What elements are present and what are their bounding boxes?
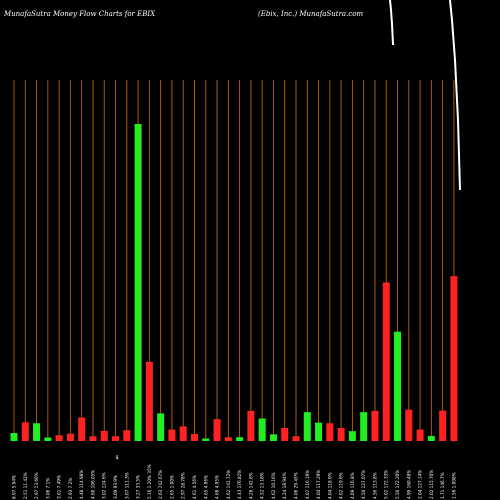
x-tick-label: 1.71 146.7% (440, 472, 445, 499)
x-tick-label: 3.01 7.49% (57, 475, 62, 499)
x-tick-label: 3.09 93.9% (113, 475, 118, 499)
x-tick-label: 4.43 176.82% (237, 470, 242, 499)
x-tick-label: 5.50 172.20% (395, 470, 400, 499)
x-tick-label: 4.06 29.45% (294, 472, 299, 499)
bar-33 (371, 410, 379, 441)
bar-23 (258, 418, 266, 441)
bar-37 (416, 429, 424, 441)
x-tick-label: 4.02 119.6% (339, 472, 344, 499)
bar-14 (157, 413, 165, 441)
bar-19 (213, 419, 221, 441)
bar-29 (326, 423, 334, 441)
x-tick-label: 2.02 115.70% (429, 470, 434, 499)
x-tick-label: 4.62 141.72% (226, 470, 231, 499)
bar-18 (202, 438, 210, 441)
x-tick-label: 4.04 118.9% (327, 472, 332, 499)
bar-1 (10, 433, 18, 441)
bar-6 (66, 433, 74, 441)
x-tick-label: 2.63 742.67% (158, 470, 163, 499)
bar-36 (405, 409, 413, 441)
x-tick-label: 3.07 111.3% (124, 472, 129, 499)
x-tick-label: 4.24 18.94% (282, 472, 287, 499)
bar-28 (315, 422, 323, 441)
x-tick-labels: $8.97 5.94% 2.51 11.42% 2.97 13.66% 3.06 7.… (12, 455, 457, 499)
bar-34 (382, 282, 390, 441)
bar-27 (303, 412, 311, 441)
x-tick-label: 2.97 28.78% (181, 472, 186, 499)
x-tick-label: 4.09 116.8% (350, 472, 355, 499)
bar-26 (292, 436, 300, 441)
x-tick-label: 4.28 142.6% (248, 472, 253, 499)
x-tick-label: 3.02 124.6% (102, 472, 107, 499)
money-line-segment-1 (389, 0, 394, 45)
x-tick-label: 2.97 13.66% (34, 472, 39, 499)
x-tick-label: 5.02 172.33% (384, 470, 389, 499)
bar-10 (112, 436, 120, 441)
x-tick-label: 4.04 117.29% (316, 470, 321, 499)
x-tick-label: 4.60 106.05% (90, 470, 95, 499)
bar-24 (269, 434, 277, 441)
x-tick-label: 3.27 33.5% (136, 475, 141, 499)
bar-39 (439, 410, 447, 441)
bar-25 (281, 428, 289, 441)
x-tick-label: 3.06 7.1% (45, 478, 50, 499)
bar-4 (44, 437, 52, 441)
bar-9 (100, 430, 108, 441)
x-tick-label: 1.56 1.008% (451, 472, 456, 499)
tick-mark: $ (116, 455, 119, 461)
x-tick-label: 2.51 11.42% (23, 472, 28, 499)
chart-title-right: (Ebix, Inc.) MunafaSutra.com (258, 10, 364, 18)
bar-15 (168, 429, 176, 441)
bar-16 (179, 426, 187, 441)
bar-13 (145, 361, 153, 441)
x-tick-label: 2.93 7.2% (68, 478, 73, 499)
bar-21 (236, 437, 244, 441)
bar-31 (348, 431, 356, 441)
bar-35 (394, 331, 402, 441)
x-tick-label: 4.56 113.8% (372, 472, 377, 499)
bar-30 (337, 428, 345, 441)
x-tick-label: 4.50 127.07% (361, 470, 366, 499)
x-tick-label: 4.99 160.48% (406, 470, 411, 499)
x-tick-label: 5.16 1.20% 35% (147, 464, 152, 499)
x-tick-label: 4.52 13.18% (260, 472, 265, 499)
bar-40 (450, 276, 458, 441)
bar-17 (190, 434, 198, 441)
x-tick-label: 8.97 5.94% (12, 475, 17, 499)
bar-32 (360, 412, 368, 441)
x-tick-label: 4.61 4.56% (192, 475, 197, 499)
bar-11 (123, 430, 131, 441)
bar-7 (78, 417, 86, 441)
bar-3 (33, 423, 41, 441)
money-line-segment-2 (449, 0, 461, 191)
bar-38 (427, 435, 435, 441)
x-tick-label: 2.65 1.00% (169, 475, 174, 499)
bar-2 (21, 422, 29, 441)
x-tick-label: 4.62 10.16% (271, 472, 276, 499)
bar-12 (134, 124, 142, 441)
bar-5 (55, 435, 63, 441)
bar-8 (89, 436, 97, 441)
chart-title-left: MunafaSutra Money Flow Charts for EBIX (4, 10, 156, 18)
x-tick-label: 4.65 4.96% (203, 475, 208, 499)
x-tick-label: 4.68 4.95% (215, 475, 220, 499)
money-flow-line (389, 0, 461, 191)
money-flow-bars (10, 124, 458, 441)
bar-22 (247, 410, 255, 441)
x-tick-label: 4.07 116.19% (305, 470, 310, 499)
bar-20 (224, 437, 232, 441)
x-tick-label: 4.48 114.98% (79, 470, 84, 499)
x-tick-label: 2.04 127.14% (418, 470, 423, 499)
